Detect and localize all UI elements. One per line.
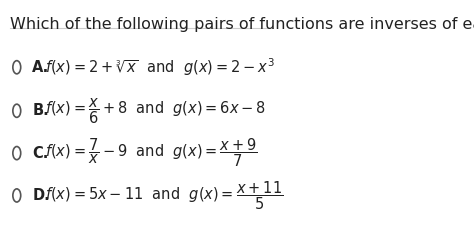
Text: $f(x) = 2 + \sqrt[3]{x}$  and  $g(x) = 2 - x^3$: $f(x) = 2 + \sqrt[3]{x}$ and $g(x) = 2 -… xyxy=(45,56,274,78)
Text: B.: B. xyxy=(32,103,49,118)
Text: $f(x) = \dfrac{7}{x} - 9$  and  $g(x) = \dfrac{x+9}{7}$: $f(x) = \dfrac{7}{x} - 9$ and $g(x) = \d… xyxy=(45,137,258,169)
Text: D.: D. xyxy=(32,188,50,203)
Text: Which of the following pairs of functions are inverses of each other?: Which of the following pairs of function… xyxy=(10,17,474,32)
Text: $f(x) = 5x - 11$  and  $g(x) = \dfrac{x+11}{5}$: $f(x) = 5x - 11$ and $g(x) = \dfrac{x+11… xyxy=(45,179,283,212)
Text: C.: C. xyxy=(32,146,48,161)
Text: $f(x) = \dfrac{x}{6} + 8$  and  $g(x) = 6x - 8$: $f(x) = \dfrac{x}{6} + 8$ and $g(x) = 6x… xyxy=(45,96,266,126)
Text: A.: A. xyxy=(32,60,49,75)
